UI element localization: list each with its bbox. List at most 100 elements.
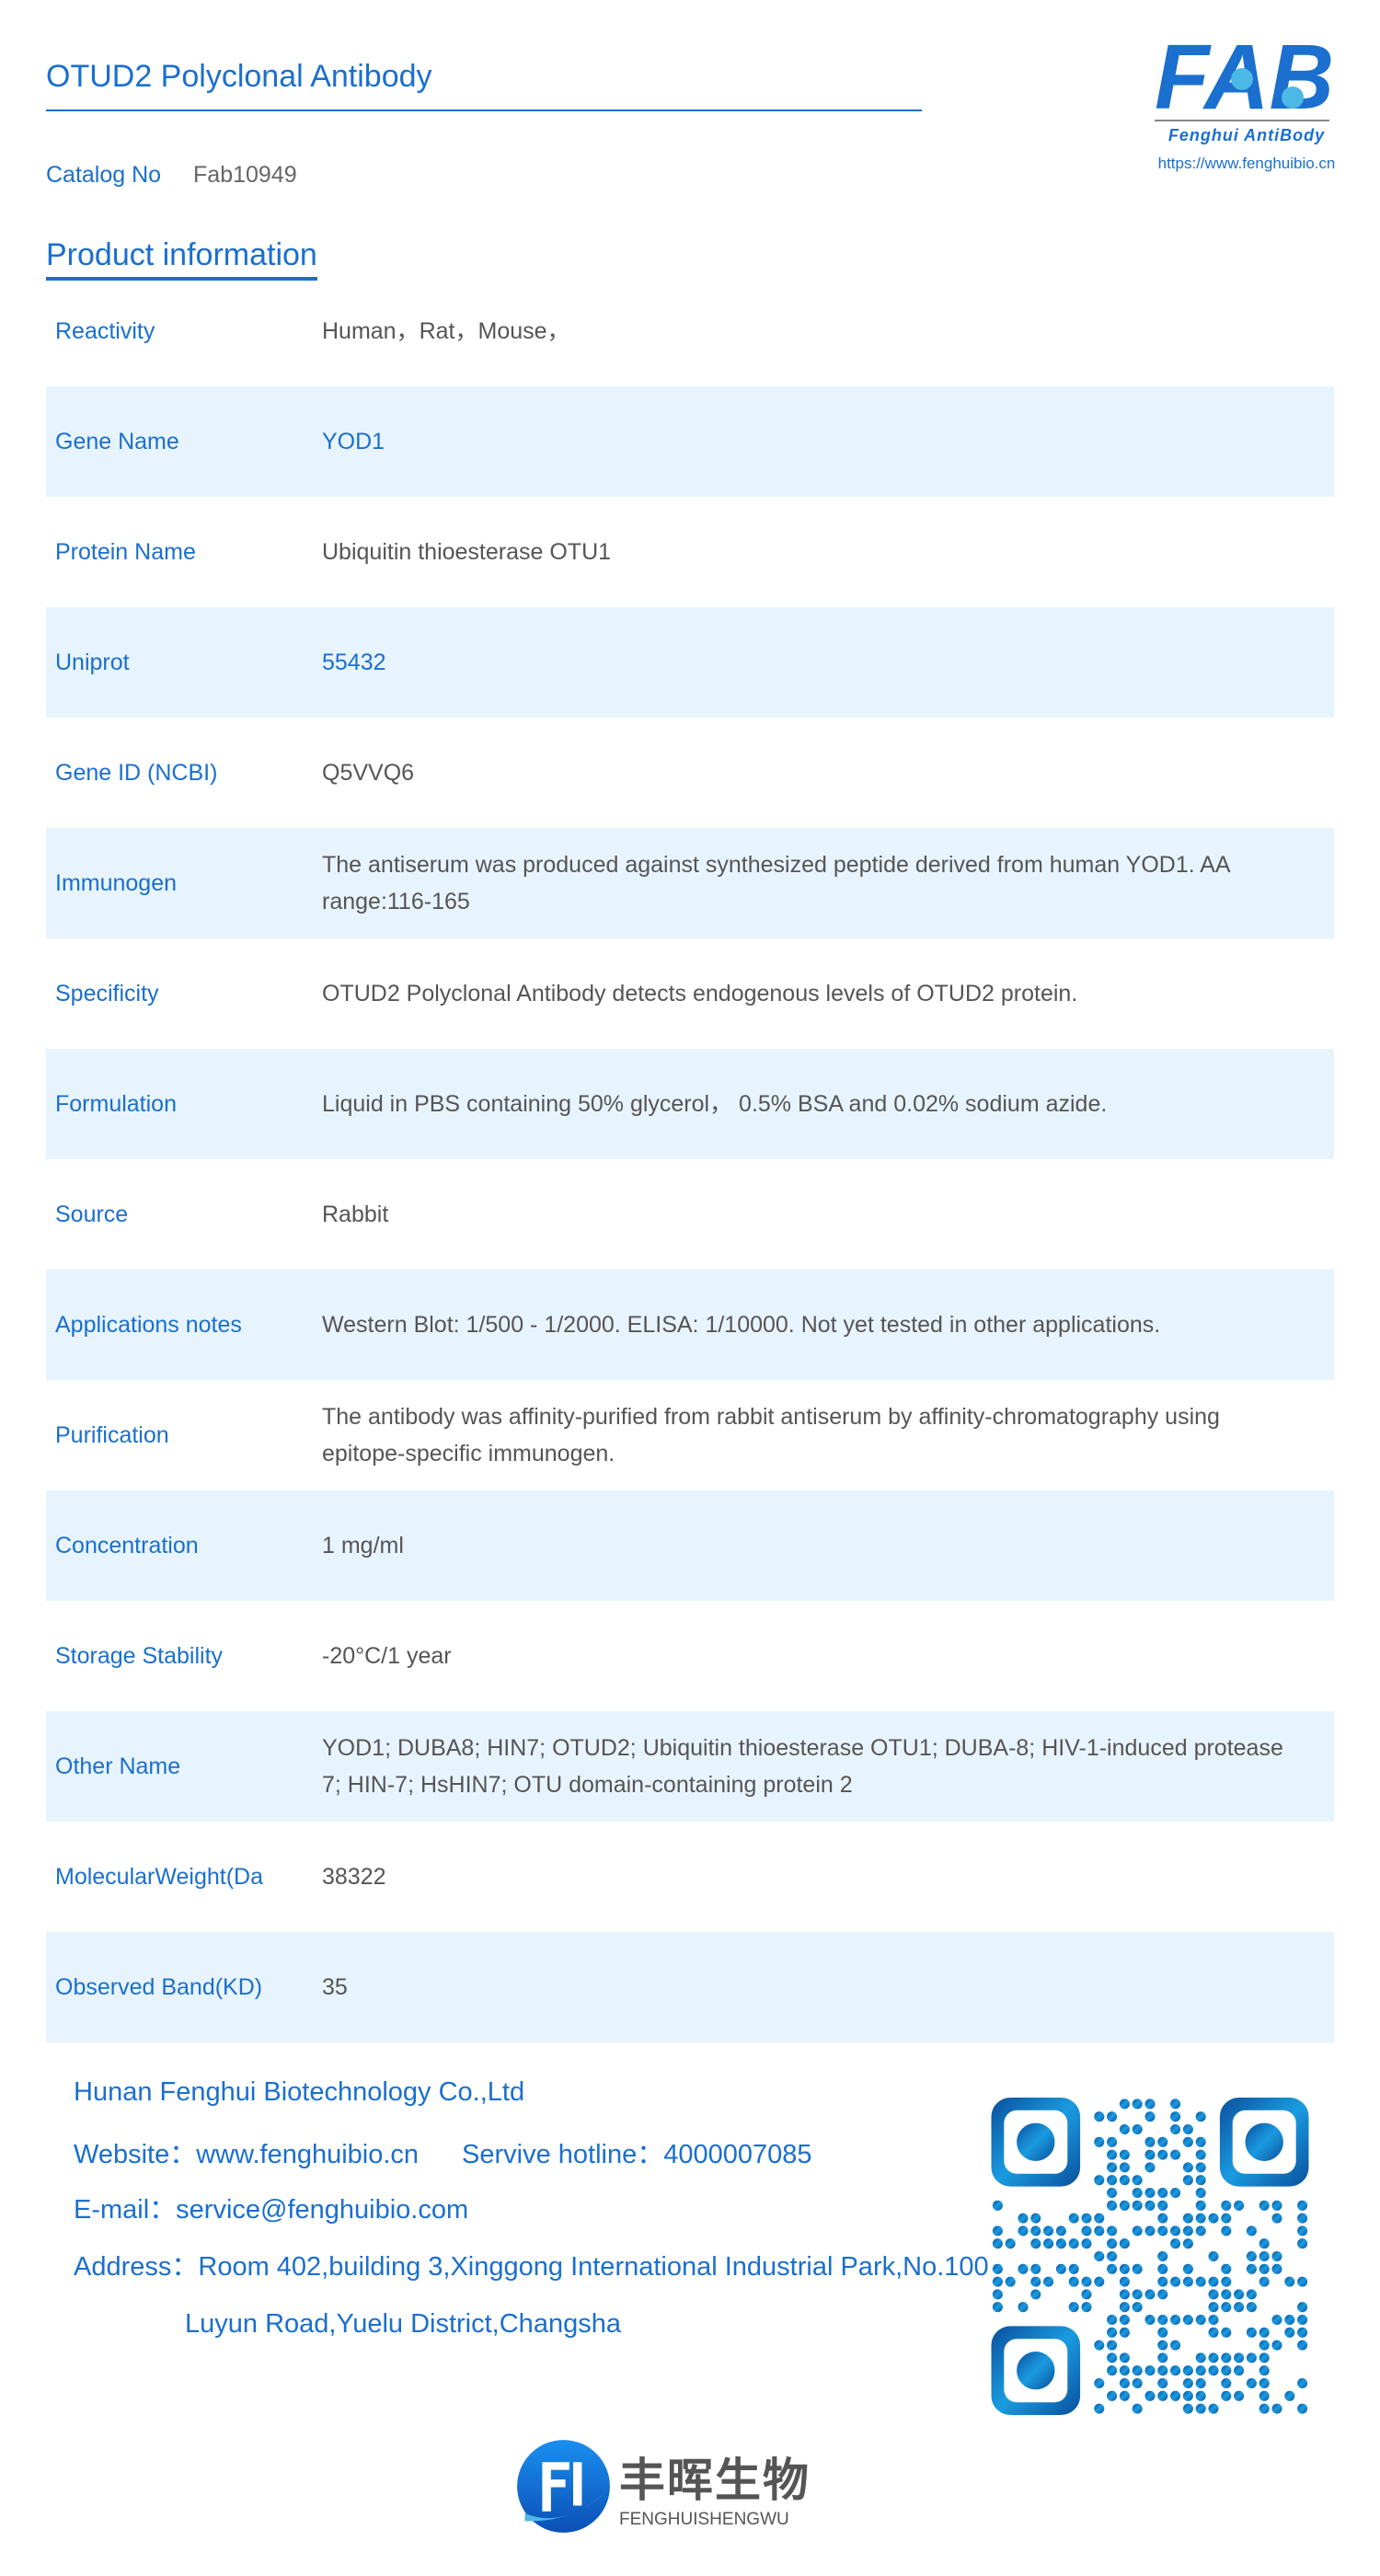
qr-module — [1182, 2314, 1193, 2326]
qr-module — [1157, 2136, 1168, 2147]
table-row: Concentration 1 mg/ml — [46, 1490, 1334, 1601]
qr-module — [1157, 2390, 1168, 2401]
row-value: 38322 — [322, 1864, 386, 1890]
qr-module — [1221, 2390, 1232, 2401]
qr-module — [992, 2200, 1003, 2211]
section-title: Product information — [46, 237, 317, 281]
qr-module — [1119, 2162, 1130, 2173]
qr-module — [1068, 2263, 1079, 2274]
fenghui-bottom-logo: 丰晖生物 FENGHUISHENGWU — [515, 2438, 811, 2535]
fab-logo: FAB Fenghui AntiBody https://www.fenghui… — [1155, 35, 1339, 173]
qr-module — [1107, 2136, 1118, 2147]
brand-name-en: FENGHUISHENGWU — [619, 2509, 789, 2529]
qr-module — [1094, 2377, 1105, 2389]
qr-module — [1132, 2365, 1143, 2376]
qr-module — [1259, 2390, 1270, 2401]
qr-module — [1259, 2250, 1270, 2262]
qr-module — [1081, 2225, 1092, 2237]
qr-module — [1246, 2302, 1257, 2313]
qr-module — [1170, 2238, 1181, 2249]
qr-module — [1107, 2352, 1118, 2363]
company-name: Hunan Fenghui Biotechnology Co.,Ltd — [74, 2077, 525, 2107]
qr-module — [1182, 2263, 1193, 2274]
qr-module — [1081, 2238, 1092, 2249]
qr-module — [1208, 2289, 1219, 2300]
qr-module — [1271, 2213, 1282, 2224]
qr-module — [1170, 2314, 1181, 2326]
qr-module — [992, 2302, 1003, 2313]
qr-module — [1107, 2390, 1118, 2401]
page-title: OTUD2 Polyclonal Antibody — [46, 59, 432, 94]
qr-module — [1132, 2403, 1143, 2414]
qr-module — [1246, 2377, 1257, 2389]
table-row: Purification The antibody was affinity-pu… — [46, 1380, 1334, 1490]
qr-module — [1094, 2175, 1105, 2186]
qr-module — [1208, 2365, 1219, 2376]
row-label: Applications notes — [55, 1311, 242, 1338]
qr-module — [1018, 2213, 1029, 2224]
qr-module — [1107, 2111, 1118, 2122]
qr-module — [1259, 2327, 1270, 2338]
fenghui-emblem-icon — [517, 2440, 610, 2533]
row-value: Rabbit — [322, 1202, 389, 1227]
qr-module — [1234, 2200, 1245, 2211]
qr-module — [1271, 2263, 1282, 2274]
qr-module — [1094, 2403, 1105, 2414]
row-value[interactable]: 55432 — [322, 650, 386, 675]
qr-module — [1119, 2200, 1130, 2211]
email-link[interactable]: E-mail：service@fenghuibio.com — [74, 2195, 469, 2225]
qr-module — [1068, 2302, 1079, 2313]
qr-module — [1068, 2213, 1079, 2224]
qr-module — [1107, 2314, 1118, 2326]
qr-module — [1259, 2263, 1270, 2274]
qr-module — [1094, 2276, 1105, 2287]
qr-module — [1144, 2390, 1156, 2401]
qr-module — [1081, 2289, 1092, 2300]
qr-module — [1030, 2276, 1041, 2287]
qr-module — [1157, 2213, 1168, 2224]
qr-module — [1297, 2200, 1308, 2211]
qr-module — [1107, 2263, 1118, 2274]
qr-module — [1195, 2365, 1206, 2376]
qr-module — [1195, 2187, 1206, 2199]
hotline: Servive hotline：4000007085 — [462, 2140, 812, 2169]
qr-module — [1208, 2213, 1219, 2224]
qr-module — [1094, 2111, 1105, 2122]
qr-module — [1132, 2123, 1143, 2135]
qr-module — [1119, 2238, 1130, 2249]
qr-module — [1259, 2200, 1270, 2211]
qr-module — [1182, 2238, 1193, 2249]
table-row: Uniprot 55432 — [46, 607, 1334, 718]
table-row: Protein Name Ubiquitin thioesterase OTU1 — [46, 497, 1334, 607]
qr-module — [1297, 2213, 1308, 2224]
qr-module — [1119, 2175, 1130, 2186]
qr-module — [1094, 2250, 1105, 2262]
qr-module — [1132, 2175, 1143, 2186]
row-label: Formulation — [55, 1090, 177, 1117]
qr-module — [1144, 2099, 1156, 2110]
qr-module — [1144, 2162, 1156, 2173]
qr-module — [1246, 2250, 1257, 2262]
qr-module — [1259, 2340, 1270, 2351]
qr-module — [1157, 2327, 1168, 2338]
row-value[interactable]: YOD1 — [322, 429, 385, 454]
logo-url-link[interactable]: https://www.fenghuibio.cn — [1157, 155, 1336, 172]
qr-module — [1170, 2225, 1181, 2237]
qr-module — [1259, 2377, 1270, 2389]
row-label: Source — [55, 1201, 129, 1227]
qr-module — [1144, 2289, 1156, 2300]
qr-module — [1132, 2099, 1143, 2110]
qr-module — [1157, 2365, 1168, 2376]
qr-module — [1297, 2327, 1308, 2338]
qr-module — [1195, 2390, 1206, 2401]
qr-module — [1234, 2390, 1245, 2401]
qr-module — [1284, 2314, 1295, 2326]
qr-module — [1107, 2225, 1118, 2237]
website-link[interactable]: Website：www.fenghuibio.cn — [74, 2140, 420, 2169]
table-row: Applications notes Western Blot: 1/500 - … — [46, 1270, 1334, 1380]
qr-module — [1094, 2340, 1105, 2351]
qr-module — [1182, 2276, 1193, 2287]
table-row: Reactivity Human，Rat，Mouse， — [46, 276, 1334, 386]
qr-module — [1221, 2365, 1232, 2376]
qr-module — [1297, 2302, 1308, 2313]
